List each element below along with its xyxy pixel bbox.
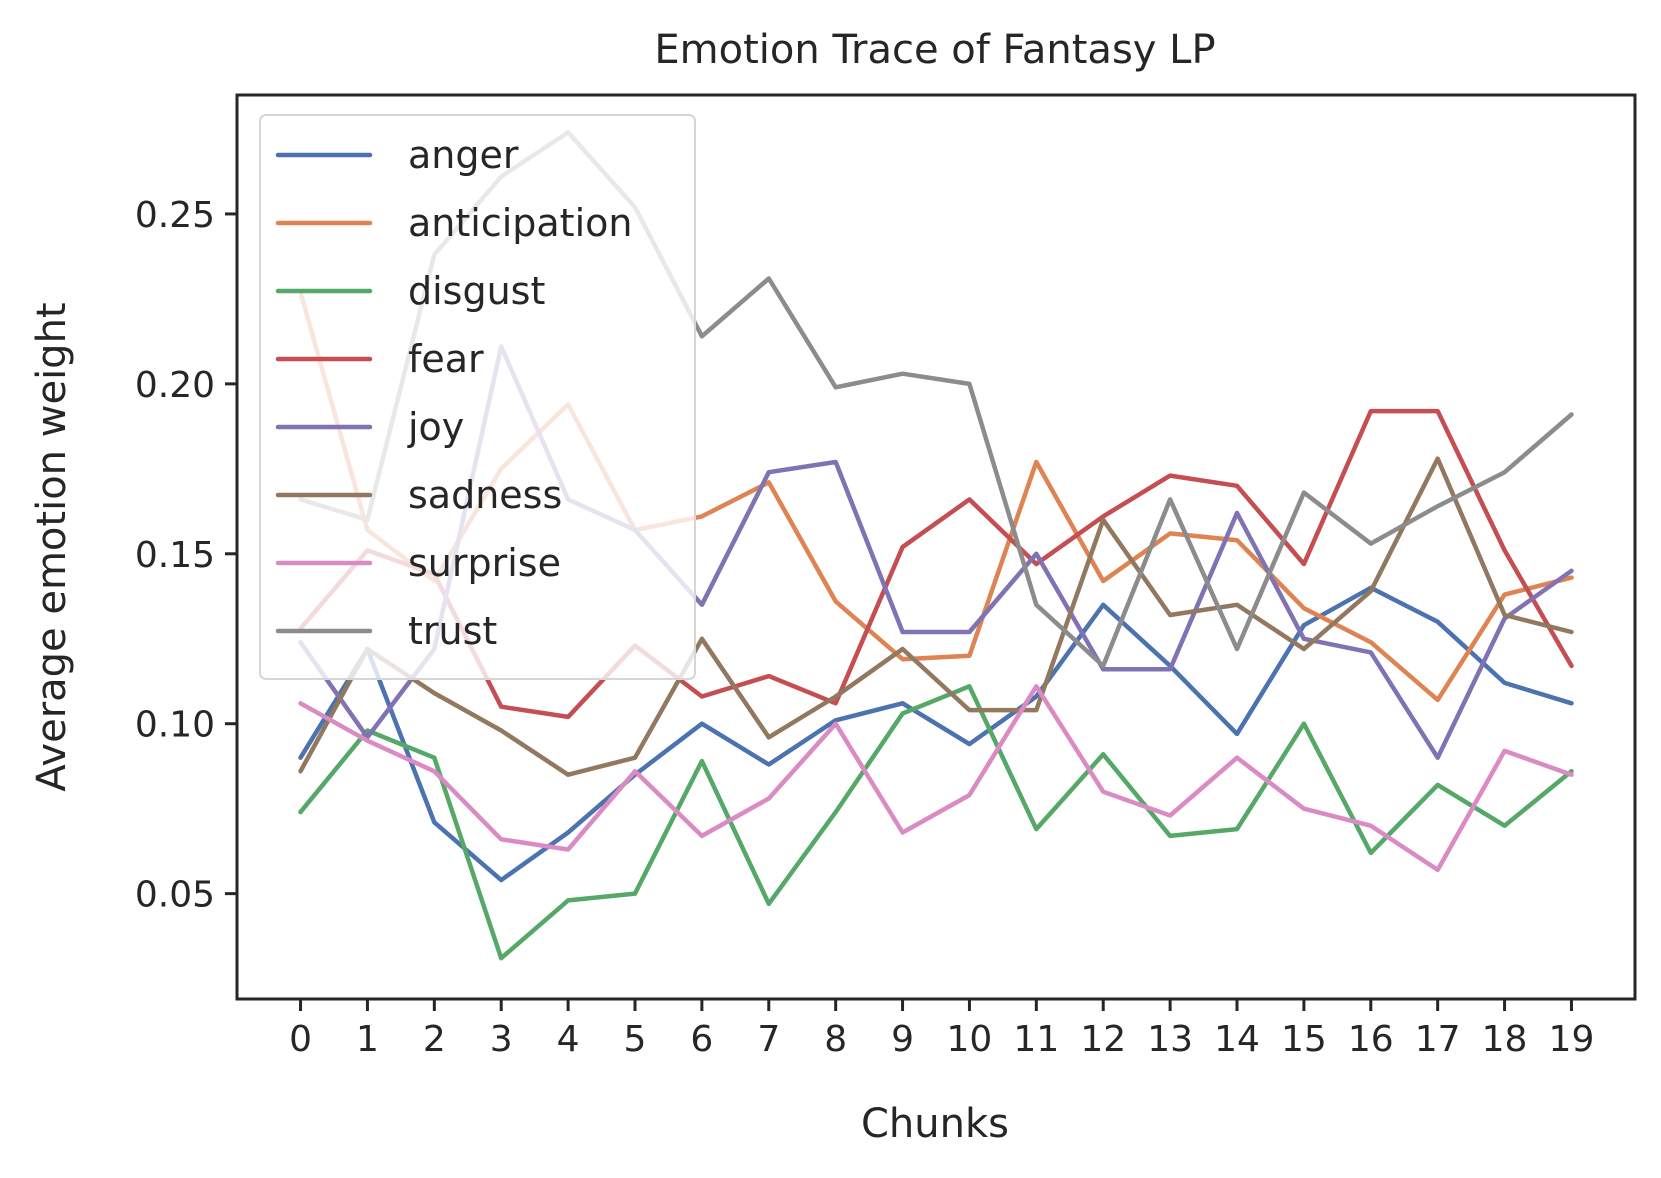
x-tick-label: 7: [757, 1019, 780, 1060]
legend-label-trust: trust: [408, 609, 497, 653]
x-axis-ticks: 0 1 2 3 4 5 6 7 8 9 10 11 12 13 14 15 16 17 18 19: [289, 999, 1594, 1060]
legend-label-disgust: disgust: [408, 269, 545, 313]
x-axis-label: Chunks: [861, 1101, 1009, 1147]
legend-label-anticipation: anticipation: [408, 201, 632, 245]
x-tick-label: 3: [490, 1019, 513, 1060]
series-line-fear: [298, 408, 1574, 720]
y-tick-label: 0.10: [135, 705, 215, 746]
y-tick-label: 0.15: [135, 535, 215, 576]
x-tick-label: 16: [1348, 1019, 1394, 1060]
series-line-anger: [298, 585, 1574, 883]
y-tick-label: 0.05: [135, 875, 215, 916]
legend: anger anticipation disgust fear joy sadness su…: [259, 114, 696, 680]
legend-label-sadness: sadness: [408, 473, 562, 517]
y-axis-label: Average emotion weight: [29, 302, 75, 791]
x-tick-label: 15: [1281, 1019, 1327, 1060]
x-tick-label: 1: [356, 1019, 379, 1060]
series-line-disgust: [298, 684, 1574, 961]
x-tick-label: 19: [1549, 1019, 1595, 1060]
y-axis-ticks: 0.05 0.10 0.15 0.20 0.25: [135, 195, 237, 916]
x-tick-label: 0: [289, 1019, 312, 1060]
x-tick-label: 6: [690, 1019, 713, 1060]
x-tick-label: 13: [1147, 1019, 1193, 1060]
x-tick-label: 17: [1415, 1019, 1461, 1060]
x-tick-label: 14: [1214, 1019, 1260, 1060]
legend-label-surprise: surprise: [408, 541, 561, 585]
x-tick-label: 9: [891, 1019, 914, 1060]
x-tick-label: 11: [1013, 1019, 1059, 1060]
x-tick-label: 8: [824, 1019, 847, 1060]
x-tick-label: 2: [423, 1019, 446, 1060]
series-line-sadness: [298, 456, 1574, 777]
chart-title: Emotion Trace of Fantasy LP: [654, 27, 1215, 73]
x-tick-label: 12: [1080, 1019, 1126, 1060]
plot-frame: [235, 93, 1637, 1001]
y-tick-label: 0.25: [135, 195, 215, 236]
x-tick-label: 10: [947, 1019, 993, 1060]
legend-label-anger: anger: [408, 133, 519, 177]
legend-box: [259, 114, 696, 680]
series-line-surprise: [298, 684, 1574, 873]
x-tick-label: 4: [557, 1019, 580, 1060]
legend-label-joy: joy: [407, 405, 464, 449]
legend-label-fear: fear: [408, 337, 484, 381]
x-tick-label: 18: [1482, 1019, 1528, 1060]
x-tick-label: 5: [624, 1019, 647, 1060]
y-tick-label: 0.20: [135, 365, 215, 406]
